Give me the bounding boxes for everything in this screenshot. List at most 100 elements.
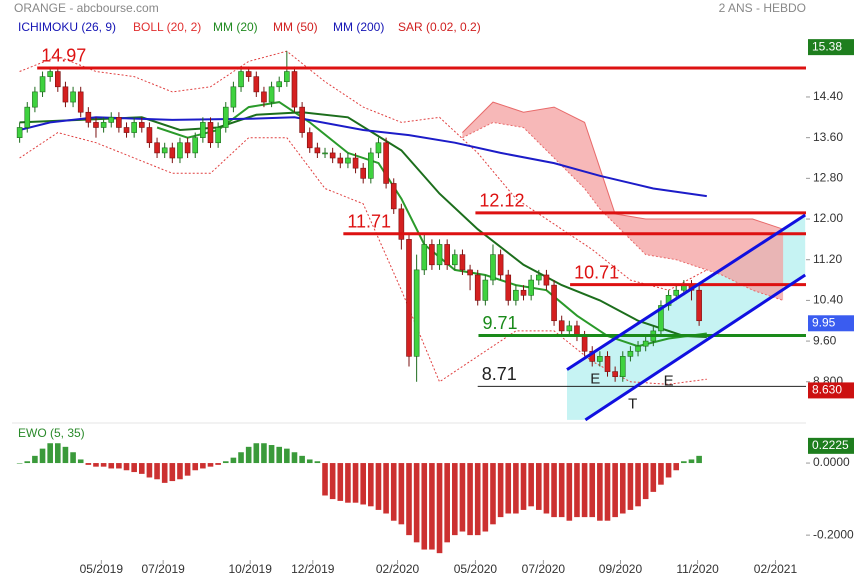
candle-body [39, 76, 46, 93]
candle-body [444, 244, 450, 266]
candle-body [696, 289, 702, 322]
ewo-bar [291, 452, 298, 464]
level-label: 10.71 [574, 262, 619, 282]
candle-body [291, 71, 298, 108]
candle-body [612, 371, 618, 377]
candle-body [245, 71, 252, 77]
x-tick-label: 05/2019 [80, 562, 124, 576]
ewo-bar [215, 463, 221, 465]
ewo-bar [581, 463, 588, 518]
pattern-label: E [664, 373, 674, 390]
legend-entry: MM (50) [273, 20, 318, 34]
candle-body [284, 71, 290, 83]
ewo-bar [436, 463, 443, 554]
ewo-bar [222, 461, 229, 464]
x-tick-label: 05/2020 [454, 562, 498, 576]
candle-body [100, 122, 107, 128]
ewo-bar [85, 463, 92, 465]
candle-body [32, 91, 38, 108]
ewo-bar [268, 445, 275, 464]
candle-body [482, 279, 489, 301]
y-tick-label: 12.80 [813, 171, 843, 185]
ewo-title: EWO (5, 35) [18, 426, 85, 440]
ewo-bar [467, 463, 473, 536]
candle-body [116, 117, 122, 128]
candle-body [93, 122, 99, 128]
candle-body [200, 122, 206, 138]
ewo-bar [116, 463, 122, 469]
ewo-bar [482, 463, 489, 532]
ewo-bar [398, 463, 405, 525]
ewo-bar [635, 463, 641, 507]
ewo-bar [528, 463, 534, 507]
candle-body [238, 71, 244, 88]
ewo-bar [452, 463, 458, 536]
candle-body [535, 274, 542, 281]
candle-body [230, 86, 237, 108]
y-tick-label: -0.2000 [813, 527, 854, 541]
ewo-bar [299, 455, 305, 464]
ewo-bar [459, 463, 466, 532]
candle-body [24, 106, 31, 128]
ewo-bar [574, 463, 580, 518]
ewo-bar [642, 463, 649, 500]
candle-body [421, 244, 428, 271]
ewo-bar [93, 463, 99, 467]
ewo-bar [589, 463, 596, 518]
level-label: 8.71 [482, 364, 517, 384]
ewo-bar [612, 463, 618, 518]
candle-body [268, 86, 275, 103]
candle-body [452, 254, 458, 266]
candle-body [299, 106, 305, 133]
ewo-bar [276, 446, 283, 464]
ewo-bar [192, 463, 199, 471]
candle-body [138, 122, 145, 128]
candle-body [474, 274, 481, 301]
candle-body [192, 137, 199, 154]
candle-body [597, 356, 603, 362]
candle-body [276, 81, 283, 88]
ichimoku-span-a [462, 101, 784, 230]
ewo-bar [520, 463, 527, 510]
ewo-bar [352, 463, 359, 503]
candle-body [322, 152, 328, 155]
candle-body [154, 142, 160, 154]
ewo-marker-label: 0.2225 [812, 438, 849, 452]
ewo-bar [146, 463, 153, 478]
ewo-bar [169, 463, 176, 482]
ewo-bar [337, 463, 344, 501]
ewo-bar [100, 463, 107, 467]
ewo-bar [406, 463, 412, 536]
ewo-bar [230, 457, 237, 464]
ewo-bar [673, 463, 680, 471]
ewo-bar [261, 443, 267, 464]
ewo-bar [55, 443, 61, 464]
x-tick-label: 07/2019 [141, 562, 185, 576]
ewo-bar [77, 459, 84, 464]
ewo-bar [184, 463, 191, 476]
candle-body [222, 106, 229, 128]
y-tick-label: 13.60 [813, 130, 843, 144]
level-label: 11.71 [347, 212, 391, 232]
ewo-bar [47, 443, 53, 464]
ewo-bar [429, 463, 435, 550]
candle-body [329, 152, 336, 159]
ewo-bar [329, 463, 336, 500]
price-marker [808, 315, 854, 332]
ewo-bar [650, 463, 657, 492]
candle-body [47, 71, 53, 77]
candle-body [513, 289, 519, 301]
candle-body [161, 147, 168, 154]
ichimoku-cloud [462, 102, 784, 301]
candle-body [497, 254, 504, 276]
ewo-bar [505, 463, 512, 514]
header-right: 2 ANS - HEBDO [719, 1, 806, 15]
channel-line [566, 213, 807, 371]
ewo-bar [421, 463, 428, 550]
ewo-bar [360, 463, 366, 505]
ewo-bar [444, 463, 450, 543]
ewo-bar [535, 463, 542, 510]
legend-entry: ICHIMOKU (26, 9) [18, 20, 116, 34]
level-label: 9.71 [482, 313, 517, 333]
